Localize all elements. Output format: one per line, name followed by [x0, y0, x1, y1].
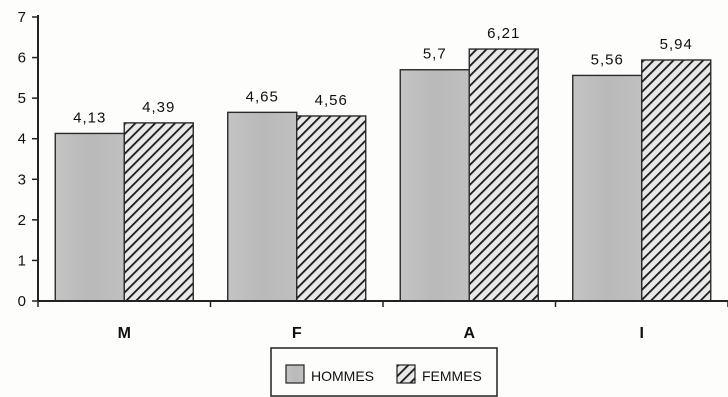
x-category-label: I [640, 325, 644, 342]
y-tick-label: 0 [18, 293, 26, 310]
y-tick-label: 6 [18, 50, 26, 67]
data-label: 5,94 [660, 36, 693, 53]
y-tick-label: 7 [18, 9, 26, 26]
bar-femmes-a [468, 48, 539, 302]
legend-swatch-hommes [285, 364, 305, 384]
legend: HOMMES FEMMES [270, 347, 498, 397]
bar-femmes-i [641, 59, 712, 302]
bar-hommes-f [227, 111, 298, 302]
bar-femmes-f [296, 115, 367, 302]
x-category-label: A [463, 325, 475, 342]
x-category-label: M [118, 325, 131, 342]
bar-hommes-a [399, 69, 470, 302]
y-tick-label: 1 [18, 252, 26, 269]
data-label: 4,13 [73, 109, 106, 126]
y-tick-label: 5 [18, 90, 26, 107]
x-category-label: F [292, 325, 302, 342]
y-tick-label: 4 [18, 131, 26, 148]
legend-box [270, 347, 498, 397]
y-tick-label: 2 [18, 212, 26, 229]
data-label: 4,65 [246, 88, 279, 105]
bar-hommes-m [54, 132, 125, 302]
data-label: 4,56 [315, 92, 348, 109]
legend-swatch-femmes [396, 364, 416, 384]
bar-hommes-i [572, 74, 643, 302]
data-labels: 4,13 4,39 4,65 4,56 5,7 6,21 5,56 5,94 [73, 25, 693, 126]
data-label: 5,56 [591, 51, 624, 68]
bar-femmes-m [123, 122, 194, 302]
y-tick-label: 3 [18, 171, 26, 188]
y-axis: 0 1 2 3 4 5 6 7 [18, 9, 39, 310]
data-label: 4,39 [142, 99, 175, 116]
data-label: 6,21 [487, 25, 520, 42]
bars [54, 48, 712, 302]
data-label: 5,7 [423, 46, 447, 63]
legend-label-hommes: HOMMES [311, 368, 374, 384]
legend-label-femmes: FEMMES [422, 368, 482, 384]
